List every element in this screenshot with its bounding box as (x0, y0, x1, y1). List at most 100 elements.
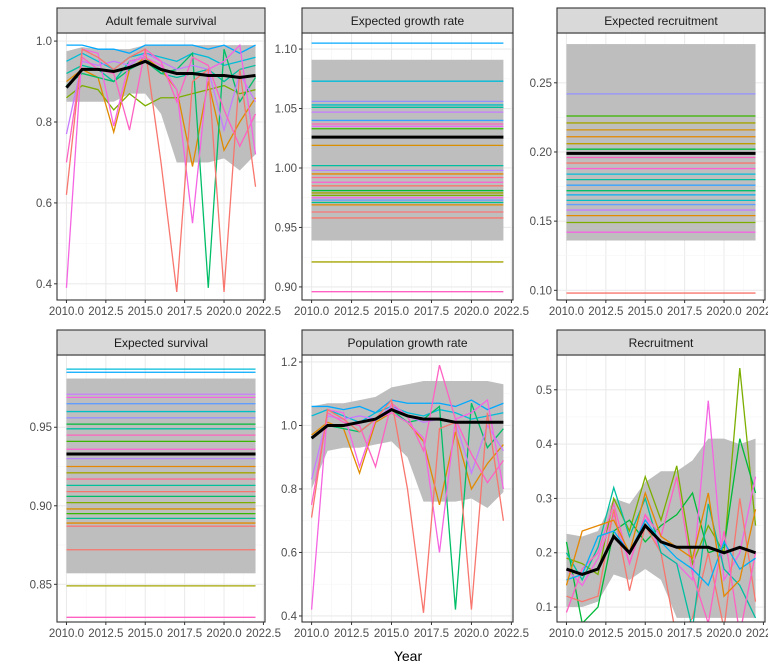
strip-background (301, 329, 514, 356)
x-tick-label: 2015.0 (628, 306, 663, 318)
plot-area (310, 364, 505, 613)
x-tick-label: 2015.0 (128, 306, 163, 318)
facet-panel: Population growth rate 0.4 0.6 0.8 1.0 1.2 201… (281, 329, 529, 640)
strip-title: Expected survival (114, 336, 208, 350)
facet-panel: Expected growth rate 0.90 0.95 1.00 1.05 1.10… (275, 7, 529, 318)
y-tick-label: 0.25 (530, 78, 552, 90)
x-tick-label: 2012.5 (334, 306, 369, 318)
x-tick-label: 2017.5 (414, 628, 449, 640)
x-tick-label: 2020.0 (206, 306, 241, 318)
strip-background (556, 329, 766, 356)
y-tick-label: 1.00 (275, 163, 297, 175)
x-tick-label: 2010.0 (49, 306, 84, 318)
x-tick-label: 2020.0 (706, 628, 741, 640)
x-tick-label: 2010.0 (549, 628, 584, 640)
y-tick-label: 1.10 (275, 44, 297, 56)
uncertainty-band (566, 44, 756, 241)
strip-title: Expected growth rate (351, 14, 465, 28)
y-tick-label: 0.3 (536, 493, 552, 505)
x-tick-label: 2010.0 (549, 306, 584, 318)
x-tick-label: 2020.0 (206, 628, 241, 640)
x-tick-label: 2020.0 (706, 306, 741, 318)
y-tick-label: 0.95 (30, 422, 52, 434)
y-tick-label: 0.4 (36, 279, 53, 291)
y-tick-label: 1.05 (275, 104, 297, 116)
y-tick-label: 0.6 (281, 547, 297, 559)
mean-line (65, 59, 256, 89)
plot-area (66, 368, 256, 618)
facet-panel: Recruitment 0.1 0.2 0.3 0.4 0.5 2010.0 2012.5 20… (536, 329, 768, 640)
x-tick-label: 2012.5 (588, 306, 623, 318)
x-tick-label: 2010.0 (294, 306, 329, 318)
simulation-line (66, 48, 257, 288)
facet-panel: Expected survival 0.85 0.90 0.95 2010.0 2012.… (30, 329, 281, 640)
x-tick-label: 2010.0 (294, 628, 329, 640)
y-tick-label: 0.2 (536, 548, 552, 560)
y-tick-label: 0.1 (536, 602, 552, 614)
strip-background (556, 7, 766, 34)
x-tick-label: 2022.5 (494, 628, 529, 640)
strip-background (56, 7, 266, 34)
x-tick-label: 2012.5 (334, 628, 369, 640)
y-tick-label: 0.95 (275, 222, 297, 234)
simulation-line (311, 399, 504, 414)
facet-panels: Adult female survival 0.4 0.6 0.8 1.0 2010.0 2… (30, 7, 768, 640)
x-tick-label: 2022.5 (746, 306, 768, 318)
x-tick-label: 2015.0 (374, 306, 409, 318)
strip-title: Adult female survival (106, 14, 217, 28)
strip-background (301, 7, 514, 34)
y-tick-label: 0.90 (30, 501, 52, 513)
plot-area (566, 44, 756, 294)
x-tick-label: 2022.5 (746, 628, 768, 640)
facet-panel: Adult female survival 0.4 0.6 0.8 1.0 2010.0 2… (36, 7, 281, 318)
mean-line (310, 407, 504, 440)
simulation-line (565, 490, 757, 598)
simulation-line (311, 405, 504, 424)
y-tick-label: 1.0 (36, 36, 52, 48)
x-tick-label: 2015.0 (628, 628, 663, 640)
uncertainty-band (66, 378, 256, 574)
strip-title: Expected recruitment (604, 14, 718, 28)
simulation-line (565, 438, 757, 622)
mean-line (565, 523, 757, 577)
y-tick-label: 0.15 (530, 216, 552, 228)
simulation-line (565, 485, 757, 622)
y-tick-label: 0.90 (275, 282, 297, 294)
y-tick-label: 0.8 (281, 484, 297, 496)
x-tick-label: 2015.0 (374, 628, 409, 640)
x-tick-label: 2022.5 (494, 306, 529, 318)
x-tick-label: 2020.0 (454, 306, 489, 318)
strip-background (56, 329, 266, 356)
x-tick-label: 2022.5 (246, 306, 281, 318)
y-tick-label: 1.0 (281, 420, 297, 432)
y-tick-label: 0.5 (536, 385, 552, 397)
simulation-line (65, 43, 257, 288)
x-tick-label: 2017.5 (167, 306, 202, 318)
x-tick-label: 2017.5 (414, 306, 449, 318)
y-tick-label: 0.85 (30, 579, 52, 591)
strip-title: Recruitment (629, 336, 694, 350)
x-tick-label: 2015.0 (128, 628, 163, 640)
plot-area (65, 43, 257, 292)
simulation-line (65, 48, 257, 292)
uncertainty-band (311, 59, 504, 241)
plot-area (565, 367, 757, 622)
x-axis-title: Year (394, 648, 423, 664)
x-tick-label: 2010.0 (49, 628, 84, 640)
x-tick-label: 2022.5 (246, 628, 281, 640)
facet-panel: Expected recruitment 0.10 0.15 0.20 0.25 2010… (530, 7, 768, 318)
uncertainty-ribbon (566, 438, 756, 618)
x-tick-label: 2012.5 (88, 628, 123, 640)
x-tick-label: 2020.0 (454, 628, 489, 640)
x-tick-label: 2012.5 (588, 628, 623, 640)
simulation-line (66, 84, 256, 111)
x-tick-label: 2017.5 (167, 628, 202, 640)
y-tick-label: 0.4 (281, 611, 298, 623)
simulation-line (310, 398, 505, 613)
x-tick-label: 2012.5 (88, 306, 123, 318)
x-tick-label: 2017.5 (667, 306, 702, 318)
strip-title: Population growth rate (347, 336, 467, 350)
simulation-line (66, 44, 256, 54)
x-tick-label: 2017.5 (667, 628, 702, 640)
